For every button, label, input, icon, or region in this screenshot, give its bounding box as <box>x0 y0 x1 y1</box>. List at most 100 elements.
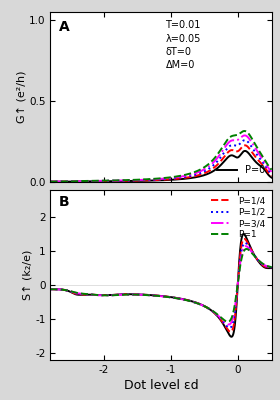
P=3/4 <box>62 288 66 292</box>
P=3/4 <box>190 172 193 177</box>
P=0 <box>62 179 66 184</box>
P=1/2 <box>239 140 242 145</box>
P=1/2 <box>243 240 247 245</box>
P=0 <box>177 177 181 182</box>
P=0 <box>243 148 247 153</box>
P=1 <box>216 313 220 318</box>
P=1/4 <box>239 245 243 250</box>
P=1/2 <box>270 172 273 176</box>
P=3/4 <box>177 174 181 179</box>
P=1/4 <box>183 297 186 302</box>
P=1 <box>177 296 181 301</box>
Line: P=3/4: P=3/4 <box>50 136 272 182</box>
Line: P=1/2: P=1/2 <box>50 140 272 182</box>
P=1/2 <box>49 179 52 184</box>
P=1/4 <box>49 179 52 184</box>
P=1 <box>270 265 273 270</box>
P=3/4 <box>244 244 248 248</box>
Legend: P=0: P=0 <box>215 163 267 177</box>
P=0 <box>190 299 193 304</box>
P=3/4 <box>239 255 243 260</box>
P=1 <box>177 174 181 178</box>
P=1/2 <box>216 314 220 319</box>
P=1 <box>216 151 220 156</box>
P=1/4 <box>243 143 247 148</box>
P=1 <box>239 258 243 263</box>
P=1/4 <box>190 174 193 179</box>
P=1/2 <box>177 175 181 180</box>
Text: A: A <box>59 20 70 34</box>
P=1/2 <box>183 174 186 179</box>
P=1/2 <box>216 158 220 163</box>
P=0 <box>49 287 52 292</box>
X-axis label: Dot level εd: Dot level εd <box>124 379 198 392</box>
Text: B: B <box>59 195 70 209</box>
P=3/4 <box>49 179 52 184</box>
P=0 <box>242 232 245 236</box>
P=0 <box>216 314 220 319</box>
Line: P=0: P=0 <box>50 151 272 182</box>
P=3/4 <box>177 296 181 301</box>
P=3/4 <box>239 135 242 140</box>
P=1 <box>62 179 66 184</box>
P=1/2 <box>62 288 66 292</box>
P=1 <box>239 130 242 135</box>
P=0 <box>270 266 273 270</box>
P=1 <box>226 319 230 324</box>
P=3/4 <box>243 133 246 138</box>
P=3/4 <box>62 179 66 184</box>
P=3/4 <box>190 299 193 304</box>
P=3/4 <box>49 287 52 292</box>
P=1/4 <box>190 299 193 304</box>
P=0 <box>177 296 181 301</box>
Line: P=1: P=1 <box>50 131 272 182</box>
Legend: P=1/4, P=1/2, P=3/4, P=1: P=1/4, P=1/2, P=3/4, P=1 <box>209 195 267 241</box>
P=1 <box>270 167 273 172</box>
P=0 <box>239 238 243 243</box>
P=1/2 <box>270 265 273 270</box>
Line: P=1/2: P=1/2 <box>50 243 272 328</box>
P=1/4 <box>49 287 52 292</box>
P=1/2 <box>49 287 52 292</box>
P=1 <box>245 246 248 251</box>
P=1 <box>183 172 186 177</box>
P=1 <box>49 287 52 292</box>
P=1/2 <box>239 250 243 255</box>
Line: P=1/4: P=1/4 <box>50 239 272 332</box>
P=1/4 <box>183 176 186 180</box>
P=1/4 <box>177 176 181 181</box>
P=1 <box>183 297 186 302</box>
Line: P=1: P=1 <box>50 249 272 322</box>
P=0 <box>183 176 186 181</box>
P=1 <box>49 179 52 184</box>
P=1/4 <box>216 314 220 319</box>
P=3/4 <box>216 154 220 159</box>
P=1/4 <box>216 162 220 166</box>
P=1/2 <box>228 326 231 330</box>
Line: P=3/4: P=3/4 <box>50 246 272 324</box>
Text: T=0.01
λ=0.05
δT=0
ΔM=0: T=0.01 λ=0.05 δT=0 ΔM=0 <box>165 20 201 70</box>
Line: P=0: P=0 <box>50 234 272 337</box>
P=3/4 <box>270 170 273 174</box>
P=3/4 <box>183 297 186 302</box>
P=1/4 <box>239 146 242 151</box>
P=1/2 <box>190 173 193 178</box>
P=1/4 <box>270 173 273 178</box>
P=1/4 <box>229 330 232 334</box>
P=1/2 <box>177 296 181 301</box>
P=1/4 <box>243 236 246 241</box>
Y-axis label: G↑ (e²/h): G↑ (e²/h) <box>16 71 26 123</box>
P=0 <box>190 176 193 180</box>
P=3/4 <box>183 174 186 178</box>
P=0 <box>239 152 242 157</box>
P=0 <box>230 334 233 339</box>
P=3/4 <box>216 313 220 318</box>
Y-axis label: S↑ (k₂/e): S↑ (k₂/e) <box>22 250 32 300</box>
P=0 <box>216 165 220 170</box>
P=1/4 <box>62 288 66 292</box>
P=1/4 <box>270 266 273 270</box>
P=1/2 <box>183 297 186 302</box>
P=1 <box>243 128 246 133</box>
P=1/2 <box>62 179 66 184</box>
P=1 <box>62 288 66 292</box>
